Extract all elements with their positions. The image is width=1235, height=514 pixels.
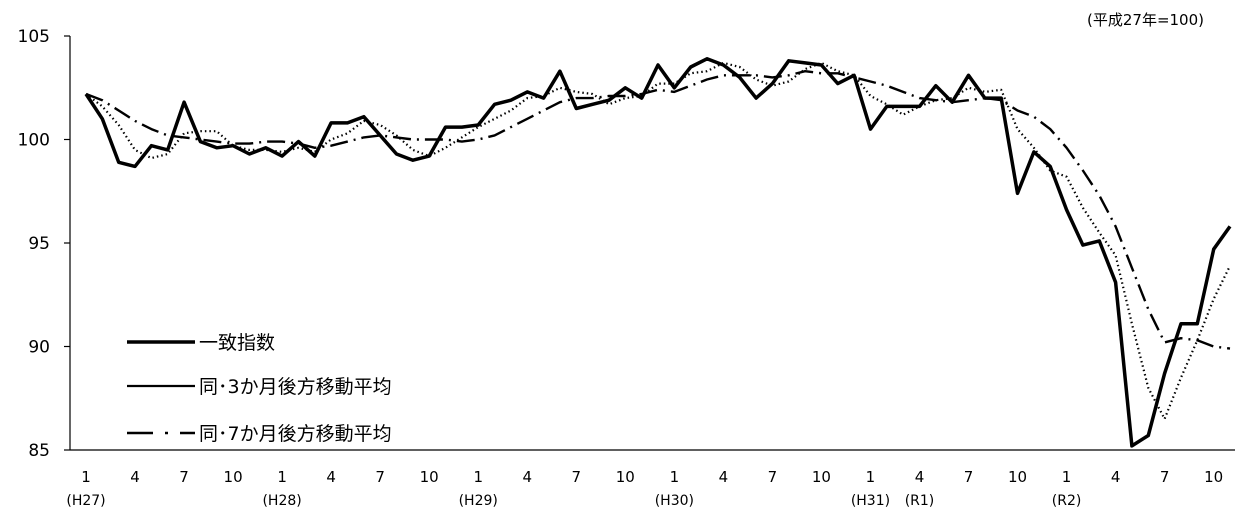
- y-tick-label: 90: [28, 338, 50, 358]
- x-tick-label: 7: [572, 468, 582, 486]
- x-era-label: (H27): [66, 493, 105, 509]
- x-tick-label: 4: [719, 468, 729, 486]
- y-tick-label: 105: [18, 27, 50, 47]
- x-era-label: (R2): [1052, 493, 1082, 509]
- x-tick-label: 10: [1204, 468, 1223, 486]
- x-tick-label: 7: [179, 468, 189, 486]
- series-line-solid: [84, 57, 1232, 448]
- x-tick-label: 1: [81, 468, 91, 486]
- series-layer: [84, 57, 1232, 448]
- x-tick-label: 1: [277, 468, 287, 486]
- y-tick-label: 95: [28, 234, 50, 254]
- unit-note: (平成27年=100): [1087, 11, 1204, 29]
- x-tick-label: 4: [915, 468, 925, 486]
- x-tick-label: 1: [866, 468, 876, 486]
- x-era-label: (H30): [655, 493, 694, 509]
- legend-label: 同･7か月後方移動平均: [199, 423, 392, 445]
- x-tick-label: 4: [1111, 468, 1121, 486]
- x-tick-label: 7: [375, 468, 385, 486]
- x-era-label: (H29): [459, 493, 498, 509]
- x-tick-label: 1: [473, 468, 483, 486]
- x-tick-label: 10: [224, 468, 243, 486]
- y-tick-label: 100: [18, 131, 50, 151]
- x-tick-label: 10: [420, 468, 439, 486]
- x-era-label: (R1): [905, 493, 935, 509]
- x-tick-label: 1: [1062, 468, 1072, 486]
- x-tick-label: 4: [326, 468, 336, 486]
- x-tick-label: 7: [964, 468, 974, 486]
- x-tick-label: 1: [670, 468, 680, 486]
- x-tick-label: 10: [616, 468, 635, 486]
- y-tick-label: 85: [28, 441, 50, 461]
- x-tick-label: 10: [1008, 468, 1027, 486]
- axes: 85 90 95 100 105 1 (H27) 4 7 10 1 (H28) 4 7 10 1 (H29) 4 7…: [18, 27, 1235, 509]
- x-tick-label: 7: [1160, 468, 1170, 486]
- series-line-dashdot: [85, 70, 1231, 350]
- x-tick-label: 7: [768, 468, 778, 486]
- series-line-dotted: [85, 61, 1231, 420]
- x-era-label: (H28): [262, 493, 301, 509]
- x-tick-label: 4: [522, 468, 532, 486]
- x-tick-label: 4: [130, 468, 140, 486]
- legend-label: 同･3か月後方移動平均: [199, 376, 392, 398]
- x-tick-label: 10: [812, 468, 831, 486]
- x-era-label: (H31): [851, 493, 890, 509]
- legend-label: 一致指数: [199, 332, 275, 354]
